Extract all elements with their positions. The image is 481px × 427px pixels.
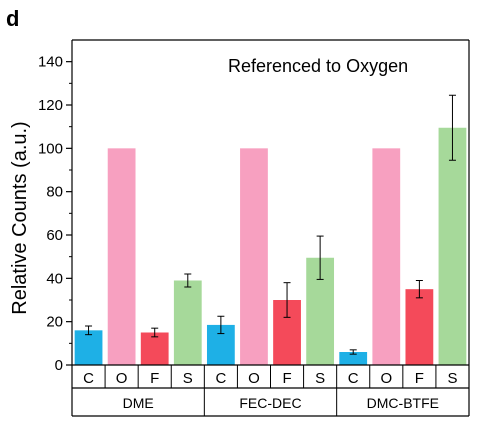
bar-dme-s xyxy=(173,280,202,365)
bar-dmc-btfe-o xyxy=(372,148,401,365)
y-tick-label-100: 100 xyxy=(38,140,63,157)
bar-dmc-btfe-c xyxy=(339,352,368,365)
category-label-dme-o: O xyxy=(116,370,128,387)
category-label-fec-dec-o: O xyxy=(248,370,260,387)
bar-dme-f xyxy=(140,332,169,365)
category-label-fec-dec-c: C xyxy=(215,370,226,387)
y-tick-label-40: 40 xyxy=(46,270,63,287)
error-bar-dme-s xyxy=(184,273,192,288)
y-axis-label: Relative Counts (a.u.) xyxy=(9,121,31,314)
y-tick-label-60: 60 xyxy=(46,227,63,244)
error-bar-dmc-btfe-s xyxy=(448,94,456,161)
category-label-fec-dec-f: F xyxy=(282,370,291,387)
group-label-fec-dec: FEC-DEC xyxy=(239,395,301,411)
category-label-dmc-btfe-f: F xyxy=(415,370,424,387)
y-tick-label-20: 20 xyxy=(46,314,63,331)
category-label-dme-f: F xyxy=(150,370,159,387)
bar-dmc-btfe-f xyxy=(405,289,434,365)
y-tick-label-80: 80 xyxy=(46,184,63,201)
y-tick-label-140: 140 xyxy=(38,54,63,71)
error-bar-dme-f xyxy=(151,327,159,338)
group-label-dme: DME xyxy=(123,395,154,411)
plot-area: 0 20 40 60 80 100 120 140 C O F S C O F S C O F S DME FEC-DEC… xyxy=(38,39,470,417)
error-bar-fec-dec-c xyxy=(217,315,225,335)
error-bar-fec-dec-f xyxy=(283,282,291,318)
panel-label: d xyxy=(6,6,19,31)
category-label-dme-s: S xyxy=(183,370,193,387)
bar-dme-c xyxy=(74,330,103,365)
bar-dmc-btfe-s xyxy=(438,127,467,365)
category-label-fec-dec-s: S xyxy=(315,370,325,387)
error-bar-dmc-btfe-f xyxy=(415,280,423,299)
category-label-dmc-btfe-c: C xyxy=(348,370,359,387)
annotation-text: Referenced to Oxygen xyxy=(228,56,408,76)
group-label-dmc-btfe: DMC-BTFE xyxy=(367,395,439,411)
category-label-dmc-btfe-o: O xyxy=(380,370,392,387)
error-bar-fec-dec-s xyxy=(316,235,324,280)
error-bar-dme-c xyxy=(85,325,93,336)
y-tick-label-120: 120 xyxy=(38,97,63,114)
bar-fec-dec-o xyxy=(240,148,268,365)
bar-dme-o xyxy=(107,148,136,365)
category-label-dmc-btfe-s: S xyxy=(447,370,457,387)
category-label-dme-c: C xyxy=(83,370,94,387)
y-tick-label-0: 0 xyxy=(55,357,63,374)
error-bar-dmc-btfe-c xyxy=(349,349,357,355)
